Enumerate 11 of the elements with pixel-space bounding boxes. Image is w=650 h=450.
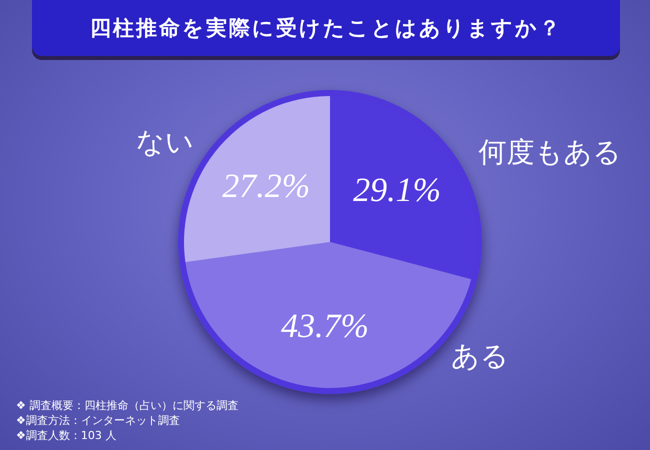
slice-label: ある [451, 340, 509, 372]
pie-slice [330, 96, 476, 280]
data-label: 29.1% [353, 172, 441, 209]
data-label: 27.2% [222, 168, 310, 205]
text: ❖ 調査概要：四柱推命（占い）に関する調査 [16, 398, 238, 413]
slice-label: 何度もある [478, 136, 622, 168]
chart-title: 四柱推命を実際に受けたことはありますか？ [90, 15, 562, 42]
text: ❖調査方法：インターネット調査 [16, 413, 181, 428]
data-label: 43.7% [281, 308, 369, 346]
text: ❖調査人数：103 人 [16, 428, 118, 443]
slice-label: ない [136, 126, 194, 158]
